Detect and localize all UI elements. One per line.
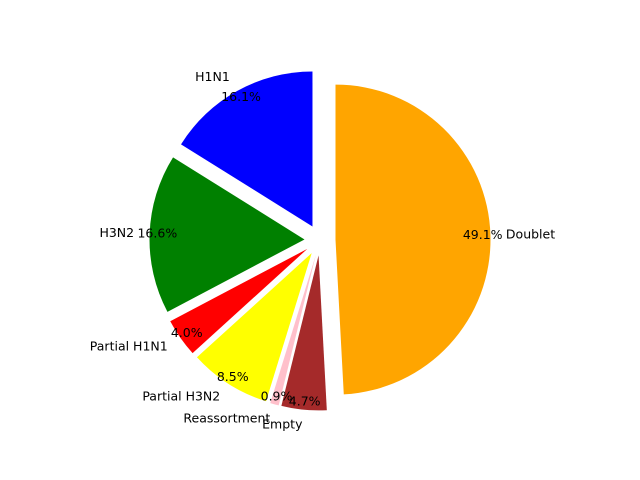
slice-pct-h3n2: 16.6% (137, 226, 177, 241)
slice-pct-partial-h3n2: 8.5% (217, 369, 249, 384)
slice-label-reassortment: Reassortment (183, 411, 270, 426)
slice-label-h1n1: H1N1 (195, 69, 230, 84)
slice-label-partial-h1n1: Partial H1N1 (90, 338, 168, 353)
slice-partial-h1n1 (170, 248, 308, 354)
slice-h3n2 (149, 157, 305, 312)
slice-doublet (335, 84, 491, 395)
slice-label-doublet: Doublet (506, 227, 555, 242)
slice-reassortment (270, 254, 316, 406)
slice-pct-doublet: 49.1% (463, 227, 503, 242)
slice-label-partial-h3n2: Partial H3N2 (142, 388, 220, 403)
slice-h1n1 (181, 71, 313, 227)
slice-pct-empty: 4.7% (289, 394, 321, 409)
slice-pct-h1n1: 16.1% (221, 89, 261, 104)
slice-label-empty: Empty (262, 417, 303, 432)
slice-pct-partial-h1n1: 4.0% (171, 325, 203, 340)
pie-slices (149, 71, 491, 411)
slice-partial-h3n2 (196, 253, 312, 402)
slice-empty (281, 255, 327, 411)
slice-label-h3n2: H3N2 (99, 225, 134, 240)
slice-pct-reassortment: 0.9% (261, 388, 293, 403)
